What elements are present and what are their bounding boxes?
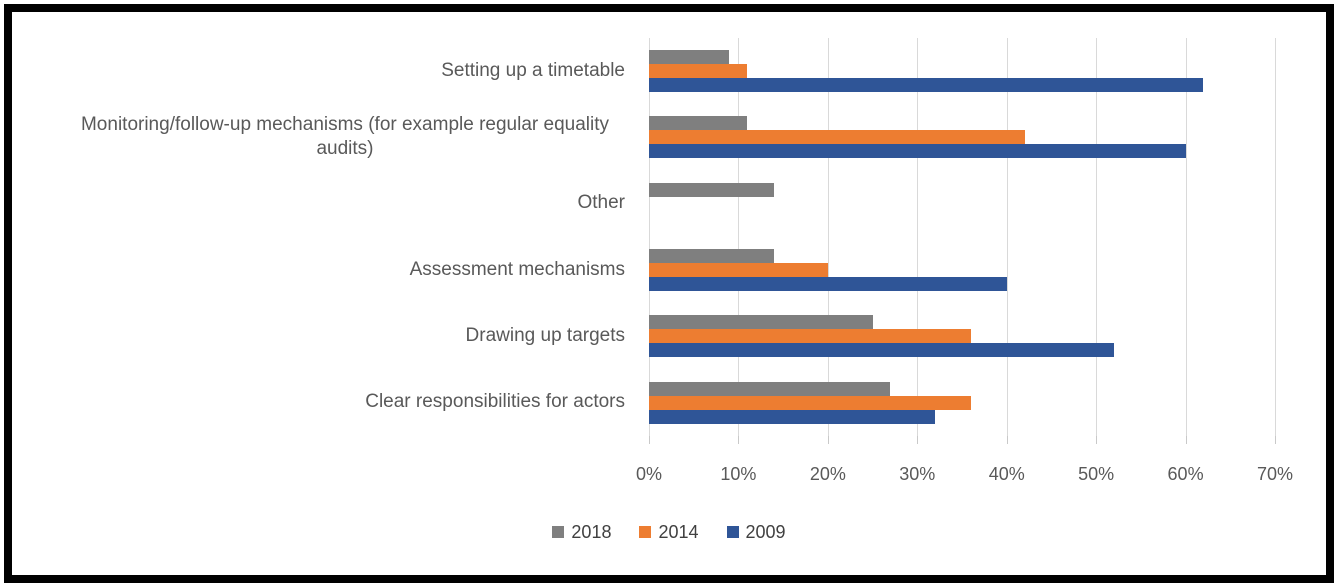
bar-group [649, 315, 1275, 358]
axis-tick-mark [649, 436, 650, 444]
bar-row [649, 171, 1275, 237]
chart-frame: Setting up a timetable Monitoring/follow-… [4, 4, 1334, 583]
legend-swatch [726, 526, 739, 538]
x-tick-label: 50% [1078, 464, 1115, 484]
category-label-text: Setting up a timetable [441, 59, 625, 81]
legend-label: 2009 [745, 521, 786, 542]
bar-2018 [649, 182, 775, 197]
bar-row [649, 370, 1275, 436]
legend-item: 2009 [726, 521, 786, 543]
bar-group [649, 249, 1275, 292]
category-label-text: Other [577, 192, 625, 214]
x-tick-label: 0% [635, 464, 663, 484]
legend-swatch [552, 526, 565, 538]
bar-2018 [649, 50, 730, 65]
category-label: Assessment mechanisms [12, 237, 649, 303]
gridline [1006, 38, 1008, 436]
bar-group [649, 116, 1275, 159]
category-label: Monitoring/follow-up mechanisms (for exa… [12, 104, 649, 170]
bar-row [649, 237, 1275, 303]
legend-swatch [639, 526, 652, 538]
category-label-text: Drawing up targets [465, 325, 625, 347]
gridline [649, 38, 650, 436]
axis-tick-mark [738, 436, 740, 444]
bar-2018 [649, 116, 748, 131]
bar-group [649, 381, 1275, 424]
category-label: Other [12, 171, 649, 237]
legend-label: 2014 [658, 521, 699, 542]
bar-2018 [649, 315, 873, 330]
bar-2014 [649, 395, 971, 410]
bar-2009 [649, 78, 1204, 93]
axis-tick-mark [1185, 436, 1187, 444]
bar-2018 [649, 381, 891, 396]
bar-row [649, 104, 1275, 170]
bar-2009 [649, 277, 1007, 292]
x-tick-label: 20% [809, 464, 846, 484]
x-tick-label: 10% [720, 464, 757, 484]
bar-group [649, 182, 1275, 225]
legend-label: 2018 [571, 521, 612, 542]
category-label-text: Monitoring/follow-up mechanisms (for exa… [80, 113, 609, 160]
axis-tick-mark [1275, 436, 1276, 444]
legend-item: 2014 [639, 521, 699, 543]
gridline [1096, 38, 1098, 436]
bar-chart: Setting up a timetable Monitoring/follow-… [12, 12, 1326, 575]
gridline [1275, 38, 1276, 436]
category-label: Drawing up targets [12, 303, 649, 369]
gridline [827, 38, 829, 436]
axis-tick-mark [917, 436, 919, 444]
bar-2009 [649, 343, 1115, 358]
axis-tick-mark [1096, 436, 1098, 444]
x-tick-label: 70% [1256, 464, 1294, 484]
x-axis: 0% 10% 20% 30% 40% 50% 60% 70% [636, 464, 1293, 488]
category-label: Clear responsibilities for actors [12, 370, 649, 436]
bar-2009 [649, 144, 1186, 159]
bar-2018 [649, 249, 775, 264]
bar-row [649, 303, 1275, 369]
category-label: Setting up a timetable [12, 38, 649, 104]
category-label-text: Assessment mechanisms [409, 258, 625, 280]
legend: 2018 2014 2009 [12, 517, 1326, 547]
bar-row [649, 38, 1275, 104]
category-label-text: Clear responsibilities for actors [365, 391, 625, 413]
bar-2014 [649, 329, 971, 344]
x-tick-label: 60% [1167, 464, 1204, 484]
x-tick-label: 40% [988, 464, 1025, 484]
gridline [1185, 38, 1187, 436]
category-axis: Setting up a timetable Monitoring/follow-… [12, 38, 649, 436]
x-tick-label: 30% [899, 464, 936, 484]
axis-tick-mark [827, 436, 829, 444]
bar-2009 [649, 409, 936, 424]
legend-item: 2018 [552, 522, 611, 543]
bar-2014 [649, 130, 1025, 145]
bar-2014 [649, 64, 748, 79]
bar-2014 [649, 263, 828, 278]
axis-tick-mark [1006, 436, 1008, 444]
gridline [917, 38, 919, 436]
plot-area [649, 38, 1276, 444]
bar-group [649, 50, 1275, 93]
gridline [738, 38, 740, 436]
